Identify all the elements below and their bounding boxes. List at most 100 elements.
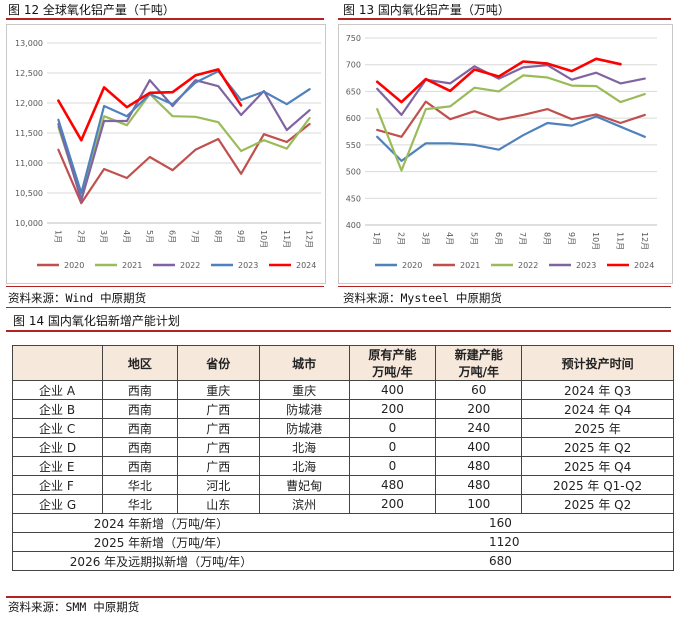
expected-time-cell: 2025 年 <box>521 418 674 438</box>
summary-row: 2026 年及远期拟新增（万吨/年） 680 <box>12 551 675 571</box>
y-tick-label: 10,000 <box>15 219 43 228</box>
x-tick-label: 9月 <box>567 232 576 245</box>
province-cell: 广西 <box>176 418 260 438</box>
fig13-chart-panel: 400 450 500 550 600 650 700 750 1月 2月 3月 4月 5月 6月 7月 8月… <box>338 24 673 284</box>
header-province: 省份 <box>176 345 260 381</box>
fig14-top-rule <box>6 307 671 308</box>
table-header-row-2: 万吨/年 万吨/年 <box>13 363 674 381</box>
fig14-source: 资料来源：SMM 中原期货 <box>8 600 140 614</box>
table-row: 企业 A 西南 重庆 重庆 400 60 2024 年 Q3 <box>12 380 674 400</box>
header-existing-unit: 万吨/年 <box>348 363 437 381</box>
province-cell: 重庆 <box>176 380 260 400</box>
series-line-2020 <box>376 115 646 162</box>
fig13-title-rule <box>338 18 671 20</box>
new-capacity-cell: 240 <box>435 418 523 438</box>
summary-label: 2025 年新增（万吨/年） <box>12 532 350 552</box>
fig12-chart: 10,000 10,500 11,000 11,500 12,000 12,500 13,0… <box>15 39 321 270</box>
expected-time-cell: 2025 年 Q4 <box>521 456 674 476</box>
y-tick-label: 550 <box>346 141 361 150</box>
table-row: 企业 E 西南 广西 北海 0 480 2025 年 Q4 <box>12 456 674 476</box>
y-tick-label: 450 <box>346 194 361 203</box>
new-capacity-cell: 480 <box>435 475 523 495</box>
new-capacity-cell: 60 <box>435 380 523 400</box>
existing-capacity-cell: 0 <box>348 437 437 457</box>
region-cell: 西南 <box>101 456 178 476</box>
capacity-table: 地区 省份 城市 原有产能 新建产能 预计投产时间 万吨/年 万吨/年 企业 A… <box>12 345 675 571</box>
x-tick-label: 10月 <box>259 230 268 248</box>
city-cell: 防城港 <box>258 418 350 438</box>
header-city: 城市 <box>258 345 350 381</box>
fig14-source-rule <box>6 596 671 598</box>
legend-label-2020: 2020 <box>64 261 84 270</box>
summary-value: 1120 <box>349 532 675 552</box>
y-tick-label: 11,500 <box>15 129 43 138</box>
x-tick-label: 4月 <box>122 230 131 243</box>
new-capacity-cell: 400 <box>435 437 523 457</box>
province-cell: 广西 <box>176 399 260 419</box>
summary-value: 680 <box>349 551 675 571</box>
x-tick-label: 12月 <box>640 232 649 250</box>
fig13-source-rule <box>338 286 671 287</box>
legend-label-2022: 2022 <box>180 261 200 270</box>
existing-capacity-cell: 0 <box>348 456 437 476</box>
legend-label-2021: 2021 <box>460 261 480 270</box>
legend-label-2023: 2023 <box>576 261 596 270</box>
x-tick-label: 1月 <box>53 230 62 243</box>
fig14-title: 图 14 国内氧化铝新增产能计划 <box>13 314 180 328</box>
series-line-2023 <box>57 70 311 195</box>
province-cell: 广西 <box>176 437 260 457</box>
header-region: 地区 <box>101 345 178 381</box>
x-tick-label: 9月 <box>236 230 245 243</box>
series-line-2020 <box>57 122 311 205</box>
series-line-2024 <box>375 57 622 104</box>
header-expected-time: 预计投产时间 <box>521 345 674 381</box>
city-cell: 防城港 <box>258 399 350 419</box>
x-tick-label: 11月 <box>616 232 625 250</box>
province-cell: 山东 <box>176 494 260 514</box>
legend-label-2020: 2020 <box>402 261 422 270</box>
enterprise-cell: 企业 F <box>12 475 103 495</box>
region-cell: 西南 <box>101 399 178 419</box>
existing-capacity-cell: 200 <box>348 494 437 514</box>
x-tick-label: 7月 <box>518 232 527 245</box>
existing-capacity-cell: 200 <box>348 399 437 419</box>
header-enterprise <box>12 345 103 381</box>
new-capacity-cell: 100 <box>435 494 523 514</box>
expected-time-cell: 2025 年 Q2 <box>521 437 674 457</box>
y-tick-label: 400 <box>346 221 361 230</box>
y-tick-label: 10,500 <box>15 189 43 198</box>
y-tick-label: 700 <box>346 61 361 70</box>
x-tick-label: 5月 <box>470 232 479 245</box>
table-row: 企业 D 西南 广西 北海 0 400 2025 年 Q2 <box>12 437 674 457</box>
city-cell: 滨州 <box>258 494 350 514</box>
new-capacity-cell: 480 <box>435 456 523 476</box>
series-line-2023 <box>376 64 646 116</box>
header-new-capacity: 新建产能 <box>435 345 523 363</box>
x-tick-label: 10月 <box>591 232 600 250</box>
region-cell: 西南 <box>101 437 178 457</box>
x-tick-label: 2月 <box>76 230 85 243</box>
y-tick-label: 500 <box>346 168 361 177</box>
city-cell: 重庆 <box>258 380 350 400</box>
existing-capacity-cell: 480 <box>348 475 437 495</box>
x-tick-label: 6月 <box>168 230 177 243</box>
table-row: 企业 F 华北 河北 曹妃甸 480 480 2025 年 Q1-Q2 <box>12 475 674 495</box>
y-tick-label: 11,000 <box>15 159 43 168</box>
fig14-title-rule <box>6 330 671 332</box>
city-cell: 北海 <box>258 437 350 457</box>
enterprise-cell: 企业 D <box>12 437 103 457</box>
header-new-unit: 万吨/年 <box>435 363 523 381</box>
table-row: 企业 B 西南 广西 防城港 200 200 2024 年 Q4 <box>12 399 674 419</box>
x-tick-label: 8月 <box>543 232 552 245</box>
y-tick-label: 750 <box>346 34 361 43</box>
summary-value: 160 <box>349 513 675 533</box>
region-cell: 西南 <box>101 418 178 438</box>
legend-label-2022: 2022 <box>518 261 538 270</box>
province-cell: 广西 <box>176 456 260 476</box>
header-existing-capacity: 原有产能 <box>348 345 437 363</box>
x-tick-label: 4月 <box>445 232 454 245</box>
summary-row: 2024 年新增（万吨/年） 160 <box>12 513 675 533</box>
expected-time-cell: 2025 年 Q2 <box>521 494 674 514</box>
fig12-title: 图 12 全球氧化铝产量（千吨） <box>8 3 175 17</box>
fig13-chart: 400 450 500 550 600 650 700 750 1月 2月 3月 4月 5月 6月 7月 8月… <box>346 34 657 270</box>
